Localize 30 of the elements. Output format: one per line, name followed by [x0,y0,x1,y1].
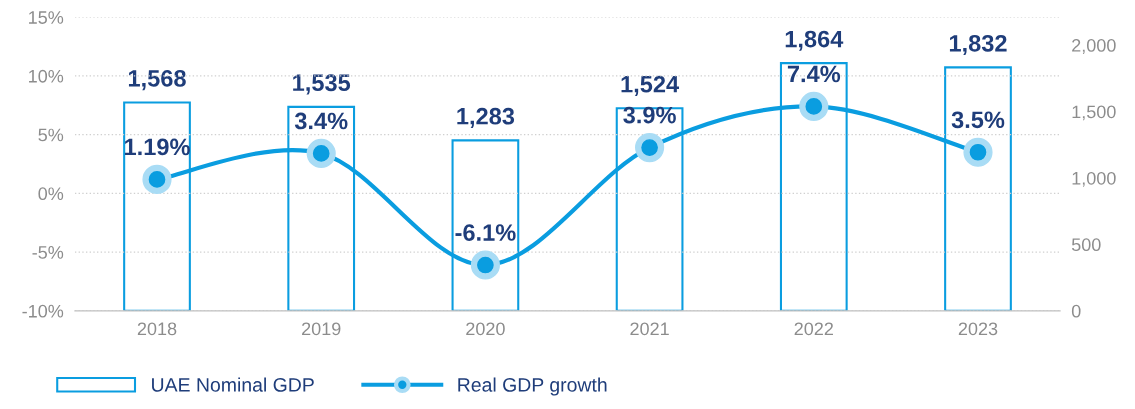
y2-tick-label: 500 [1071,238,1101,252]
x-tick-label: 2018 [137,322,177,336]
x-tick-label: 2020 [466,322,505,336]
y2-tick-label: 0 [1071,304,1081,318]
x-tick-label: 2022 [794,322,833,336]
y-tick-label: 0% [38,187,64,201]
y2-tick-label: 1,000 [1072,171,1116,187]
x-tick-label: 2021 [630,322,669,336]
data-label: 7.4% [787,65,841,83]
data-label: 1,283 [457,107,515,128]
data-label: 1,535 [293,74,351,95]
data-label: 1,864 [785,30,844,51]
y2-tick-label: 2,000 [1072,39,1116,54]
legend-label: Real GDP growth [458,377,607,396]
y-tick-label: -5% [32,246,64,259]
data-label: 1,524 [621,75,680,96]
y-tick-label: -10% [22,304,64,318]
y-tick-label: 5% [38,128,64,142]
data-label: 1,832 [949,34,1007,56]
y2-tick-label: 1,500 [1072,105,1116,121]
data-label: 3.9% [623,106,676,124]
y-tick-label: 15% [29,11,64,24]
x-tick-label: 2019 [302,322,341,336]
data-label: -6.1% [455,224,516,241]
y-tick-label: 10% [29,69,64,83]
data-label: 3.5% [951,111,1005,129]
legend-label: UAE Nominal GDP [152,377,314,392]
x-tick-label: 2023 [958,322,998,336]
data-label: 3.4% [294,112,348,130]
data-label: 1,568 [128,69,186,91]
